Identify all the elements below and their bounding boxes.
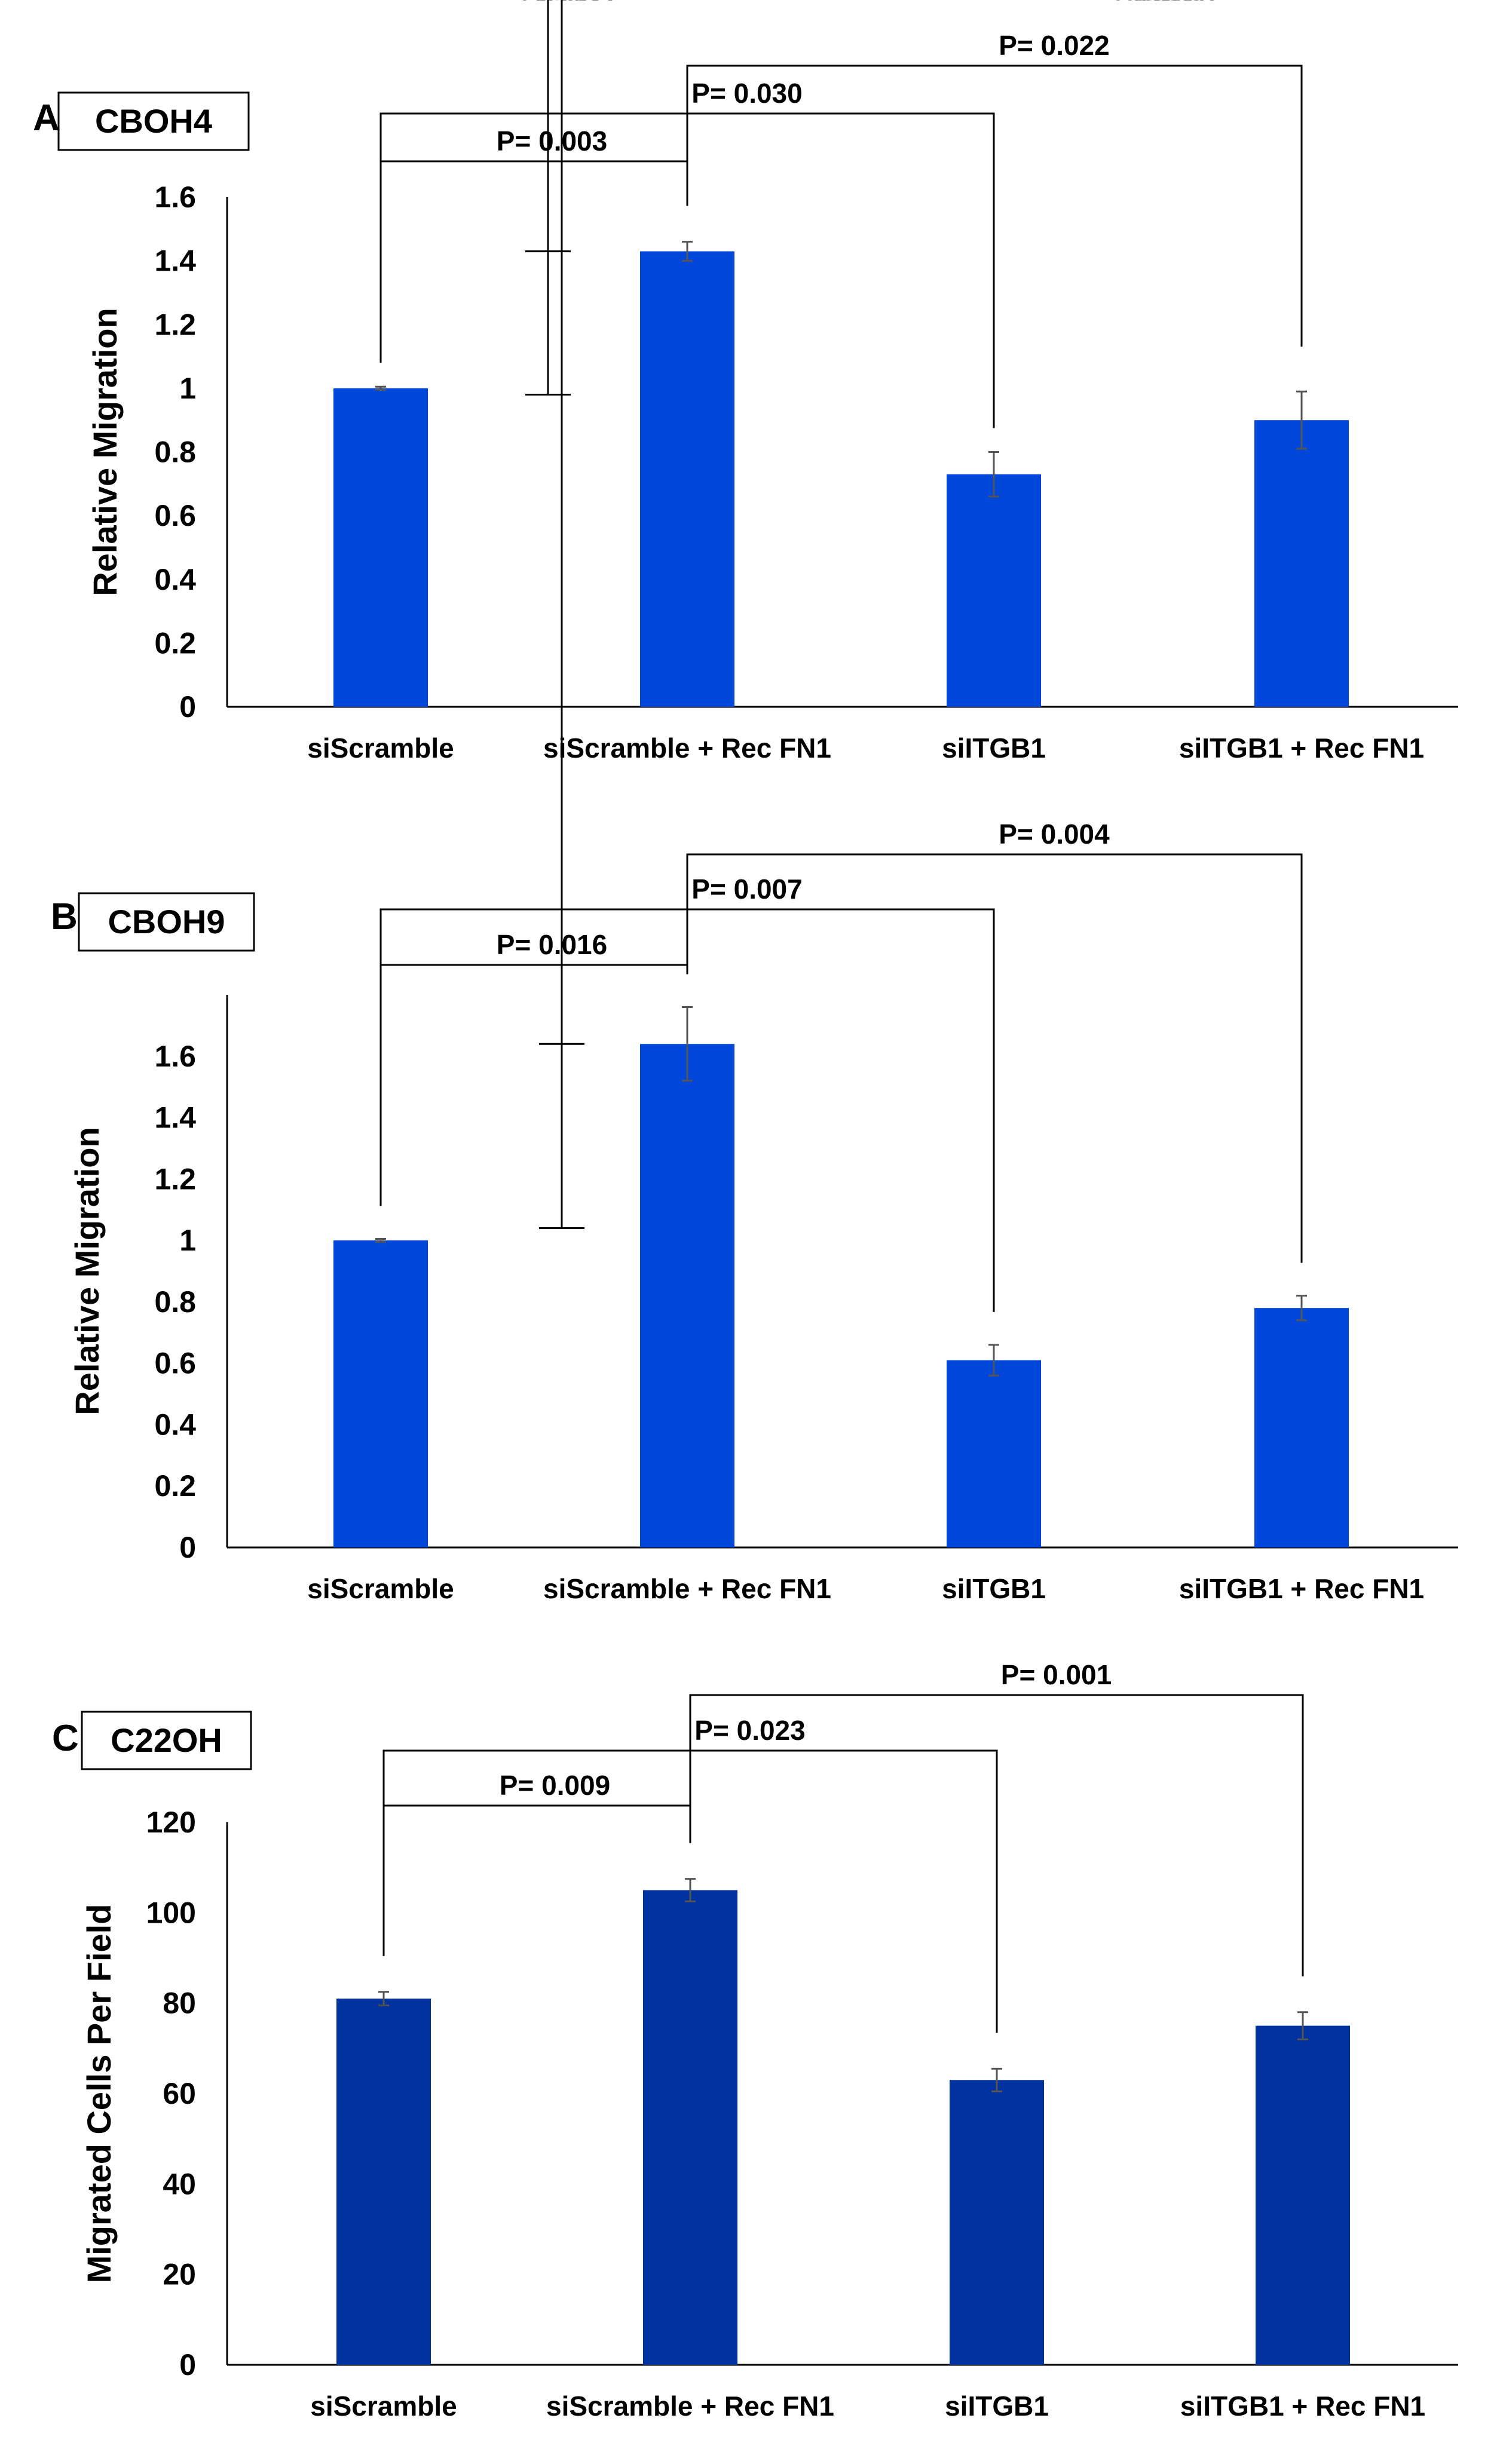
p-value-label: P= 0.023 [694, 1715, 805, 1746]
bar [640, 1044, 734, 1547]
y-tick-label: 0.4 [154, 1408, 196, 1441]
y-tick-label: 0.8 [154, 1285, 196, 1319]
y-tick-label: 0 [179, 2348, 196, 2382]
y-tick-label: 1.4 [154, 244, 196, 278]
y-tick-label: 40 [163, 2167, 196, 2201]
y-tick-label: 0.6 [154, 499, 196, 532]
y-tick-label: 100 [146, 1896, 196, 1929]
panel-b-chart: B CBOH9 0 0.2 0.4 0.6 0.8 1 1.2 1.4 1.6 Relative Mi… [51, 0, 1458, 1604]
increase-percent: 29% [1126, 0, 1181, 6]
y-tick-label: 0 [179, 1531, 196, 1564]
y-tick-label: 60 [163, 2077, 196, 2110]
panel-title: C22OH [111, 1721, 222, 1759]
y-tick-label: 0.8 [154, 436, 196, 469]
p-value-label: P= 0.007 [691, 874, 802, 905]
p-value-label: P= 0.022 [999, 30, 1109, 61]
y-axis-label: Migrated Cells Per Field [80, 1904, 118, 2284]
p-value-label: P= 0.009 [500, 1770, 610, 1801]
increase-label: increase [1098, 0, 1210, 6]
y-tick-label: 1.2 [154, 308, 196, 341]
category-label: siScramble [310, 2391, 457, 2422]
increase-percent: 23% [1114, 0, 1169, 6]
category-label: siScramble [307, 733, 454, 764]
panel-a-chart: A CBOH4 0 0.2 0.4 0.6 0.8 1 1.2 1.4 1.6 Relative Mi… [33, 0, 1458, 764]
y-tick-label: 1.2 [154, 1162, 196, 1196]
y-axis-label: Relative Migration [86, 308, 124, 596]
increase-percent: 19% [1136, 0, 1191, 6]
y-tick-label: 1 [179, 1224, 196, 1257]
bar [333, 388, 428, 707]
significance-bracket [686, 65, 1303, 347]
panel-title-box [57, 91, 250, 151]
y-tick-label: 1 [179, 372, 196, 405]
bar [1256, 2025, 1350, 2365]
p-value-label: P= 0.030 [691, 78, 802, 109]
increase-label: increase [1108, 0, 1220, 6]
panel-letter: B [51, 896, 78, 937]
increase-label: increase [1086, 0, 1198, 6]
y-tick-label: 1.4 [154, 1101, 196, 1135]
category-label: siITGB1 [945, 2391, 1049, 2422]
category-label: siITGB1 + Rec FN1 [1179, 1573, 1424, 1604]
increase-percent: 31% [534, 0, 589, 6]
y-axis-label: Relative Migration [68, 1127, 106, 1415]
category-label: siITGB1 [942, 733, 1046, 764]
significance-bracket [686, 853, 1303, 1263]
y-tick-label: 0.6 [154, 1347, 196, 1380]
panel-letter: A [33, 97, 60, 139]
bar [1254, 1308, 1349, 1547]
category-label: siITGB1 + Rec FN1 [1180, 2391, 1425, 2422]
bar [640, 251, 734, 707]
bar [950, 2080, 1044, 2365]
y-tick-label: 0.2 [154, 626, 196, 660]
p-value-label: P= 0.004 [999, 819, 1110, 850]
bar [336, 1999, 431, 2365]
y-tick-label: 20 [163, 2258, 196, 2291]
panel-title: CBOH4 [95, 102, 212, 140]
y-tick-label: 0.4 [154, 563, 196, 596]
p-value-label: P= 0.001 [1001, 1659, 1112, 1690]
category-label: siScramble + Rec FN1 [546, 2391, 834, 2422]
increase-label: increase [506, 0, 618, 6]
y-tick-label: 120 [146, 1806, 196, 1839]
panel-title-box [81, 1711, 252, 1770]
category-label: siScramble [307, 1573, 454, 1604]
bar [643, 1890, 737, 2365]
y-tick-label: 0 [179, 690, 196, 724]
category-label: siScramble + Rec FN1 [543, 733, 831, 764]
p-value-label: P= 0.016 [497, 929, 607, 960]
category-label: siITGB1 + Rec FN1 [1179, 733, 1424, 764]
category-label: siScramble + Rec FN1 [543, 1573, 831, 1604]
y-tick-label: 0.2 [154, 1469, 196, 1503]
panel-letter: C [52, 1718, 79, 1759]
panel-title: CBOH9 [108, 903, 225, 940]
significance-bracket [689, 1694, 1304, 1976]
bar [947, 474, 1041, 707]
category-label: siITGB1 [942, 1573, 1046, 1604]
bar [947, 1360, 1041, 1547]
p-value-label: P= 0.003 [497, 125, 607, 157]
y-tick-label: 1.6 [154, 1040, 196, 1073]
bar [1254, 420, 1349, 707]
y-tick-label: 1.6 [154, 180, 196, 214]
panel-title-box [78, 892, 255, 952]
bar [333, 1240, 428, 1547]
y-tick-label: 80 [163, 1987, 196, 2020]
